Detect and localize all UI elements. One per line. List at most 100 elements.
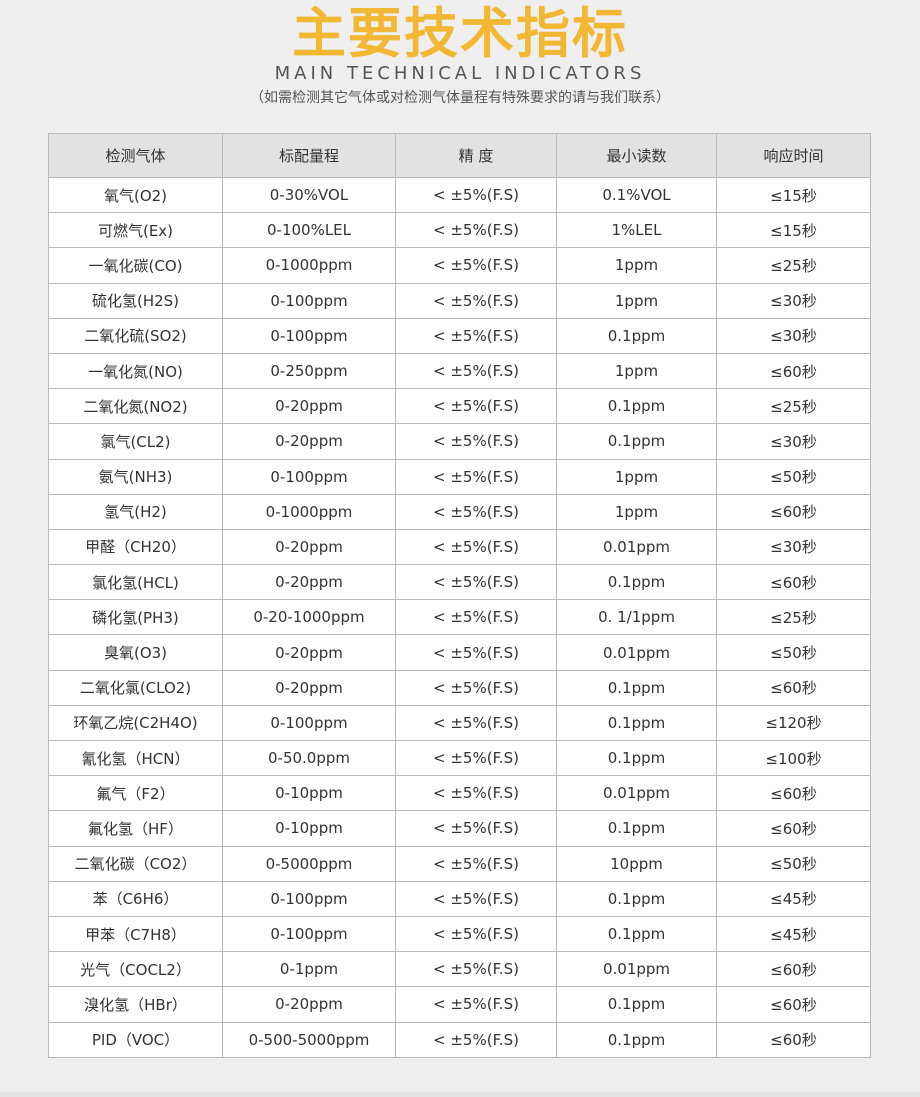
table-row: 氯化氢(HCL) 0-20ppm < ±5%(F.S) 0.1ppm ≤60秒 xyxy=(48,564,871,601)
cell-gas: 溴化氢（HBr） xyxy=(48,986,223,1023)
cell-gas: 氰化氢（HCN） xyxy=(48,739,223,777)
cell-min-reading: 1ppm xyxy=(556,493,717,530)
cell-response-time: ≤15秒 xyxy=(716,212,871,249)
cell-gas: 二氧化氮(NO2) xyxy=(48,388,223,425)
cell-range: 0-100%LEL xyxy=(222,212,396,249)
cell-accuracy: < ±5%(F.S) xyxy=(395,986,557,1023)
cell-accuracy: < ±5%(F.S) xyxy=(395,845,557,882)
cell-min-reading: 0.1ppm xyxy=(556,986,717,1023)
table-row: 溴化氢（HBr） 0-20ppm < ±5%(F.S) 0.1ppm ≤60秒 xyxy=(48,986,871,1023)
cell-accuracy: < ±5%(F.S) xyxy=(395,880,557,917)
table-row: 甲苯（C7H8） 0-100ppm < ±5%(F.S) 0.1ppm ≤45秒 xyxy=(48,915,871,953)
table-row: 氨气(NH3) 0-100ppm < ±5%(F.S) 1ppm ≤50秒 xyxy=(48,458,871,495)
table-row: 硫化氢(H2S) 0-100ppm < ±5%(F.S) 1ppm ≤30秒 xyxy=(48,282,871,319)
cell-range: 0-20ppm xyxy=(222,634,396,671)
table-row: 氯气(CL2) 0-20ppm < ±5%(F.S) 0.1ppm ≤30秒 xyxy=(48,423,871,460)
cell-response-time: ≤30秒 xyxy=(716,528,871,566)
cell-gas: 一氧化碳(CO) xyxy=(48,247,223,284)
cell-response-time: ≤50秒 xyxy=(716,845,871,882)
cell-gas: 氯化氢(HCL) xyxy=(48,564,223,601)
cell-gas: 氨气(NH3) xyxy=(48,458,223,495)
cell-response-time: ≤45秒 xyxy=(716,915,871,953)
cell-accuracy: < ±5%(F.S) xyxy=(395,915,557,953)
cell-accuracy: < ±5%(F.S) xyxy=(395,704,557,742)
cell-gas: PID（VOC） xyxy=(48,1021,223,1058)
cell-response-time: ≤120秒 xyxy=(716,704,871,742)
bottom-divider xyxy=(0,1092,920,1097)
contact-note: （如需检测其它气体或对检测气体量程有特殊要求的请与我们联系） xyxy=(250,90,670,106)
cell-min-reading: 0.01ppm xyxy=(556,634,717,671)
cell-gas: 环氧乙烷(C2H4O) xyxy=(48,704,223,742)
cell-response-time: ≤60秒 xyxy=(716,493,871,530)
cell-min-reading: 1ppm xyxy=(556,247,717,284)
cell-gas: 氯气(CL2) xyxy=(48,423,223,460)
cell-accuracy: < ±5%(F.S) xyxy=(395,739,557,777)
cell-accuracy: < ±5%(F.S) xyxy=(395,352,557,390)
cell-response-time: ≤60秒 xyxy=(716,1021,871,1058)
cell-gas: 二氧化碳（CO2） xyxy=(48,845,223,882)
column-header-range: 标配量程 xyxy=(222,133,396,178)
cell-gas: 苯（C6H6） xyxy=(48,880,223,917)
cell-response-time: ≤30秒 xyxy=(716,423,871,460)
cell-min-reading: 0.1ppm xyxy=(556,739,717,777)
table-row: 一氧化氮(NO) 0-250ppm < ±5%(F.S) 1ppm ≤60秒 xyxy=(48,352,871,390)
cell-response-time: ≤60秒 xyxy=(716,564,871,601)
cell-range: 0-10ppm xyxy=(222,775,396,812)
cell-range: 0-20-1000ppm xyxy=(222,599,396,636)
table-row: 可燃气(Ex) 0-100%LEL < ±5%(F.S) 1%LEL ≤15秒 xyxy=(48,212,871,249)
cell-response-time: ≤15秒 xyxy=(716,176,871,214)
table-row: 苯（C6H6） 0-100ppm < ±5%(F.S) 0.1ppm ≤45秒 xyxy=(48,880,871,917)
column-header-accuracy: 精 度 xyxy=(395,133,557,178)
cell-accuracy: < ±5%(F.S) xyxy=(395,282,557,319)
table-row: 氰化氢（HCN） 0-50.0ppm < ±5%(F.S) 0.1ppm ≤100秒 xyxy=(48,739,871,777)
cell-range: 0-100ppm xyxy=(222,915,396,953)
cell-gas: 氢气(H2) xyxy=(48,493,223,530)
cell-min-reading: 0.1ppm xyxy=(556,317,717,354)
cell-min-reading: 0.1ppm xyxy=(556,880,717,917)
cell-accuracy: < ±5%(F.S) xyxy=(395,317,557,354)
cell-response-time: ≤50秒 xyxy=(716,458,871,495)
cell-response-time: ≤60秒 xyxy=(716,951,871,988)
cell-min-reading: 0.1ppm xyxy=(556,423,717,460)
cell-range: 0-20ppm xyxy=(222,388,396,425)
cell-min-reading: 0.1ppm xyxy=(556,564,717,601)
cell-range: 0-10ppm xyxy=(222,810,396,847)
cell-min-reading: 0.01ppm xyxy=(556,775,717,812)
cell-range: 0-1000ppm xyxy=(222,493,396,530)
cell-min-reading: 0.1%VOL xyxy=(556,176,717,214)
cell-accuracy: < ±5%(F.S) xyxy=(395,810,557,847)
cell-gas: 甲醛（CH20） xyxy=(48,528,223,566)
table-row: 氢气(H2) 0-1000ppm < ±5%(F.S) 1ppm ≤60秒 xyxy=(48,493,871,530)
cell-response-time: ≤60秒 xyxy=(716,775,871,812)
cell-response-time: ≤30秒 xyxy=(716,317,871,354)
cell-accuracy: < ±5%(F.S) xyxy=(395,1021,557,1058)
table-row: 环氧乙烷(C2H4O) 0-100ppm < ±5%(F.S) 0.1ppm ≤120秒 xyxy=(48,704,871,742)
cell-response-time: ≤60秒 xyxy=(716,669,871,706)
column-header-response-time: 响应时间 xyxy=(716,133,871,178)
cell-gas: 氟化氢（HF） xyxy=(48,810,223,847)
cell-min-reading: 1%LEL xyxy=(556,212,717,249)
column-header-min-reading: 最小读数 xyxy=(556,133,717,178)
cell-accuracy: < ±5%(F.S) xyxy=(395,564,557,601)
cell-response-time: ≤60秒 xyxy=(716,986,871,1023)
cell-gas: 光气（COCL2） xyxy=(48,951,223,988)
table-row: 臭氧(O3) 0-20ppm < ±5%(F.S) 0.01ppm ≤50秒 xyxy=(48,634,871,671)
cell-range: 0-1ppm xyxy=(222,951,396,988)
cell-gas: 氟气（F2） xyxy=(48,775,223,812)
cell-accuracy: < ±5%(F.S) xyxy=(395,775,557,812)
cell-gas: 硫化氢(H2S) xyxy=(48,282,223,319)
cell-min-reading: 0.1ppm xyxy=(556,388,717,425)
cell-min-reading: 0.1ppm xyxy=(556,1021,717,1058)
cell-min-reading: 0.1ppm xyxy=(556,669,717,706)
cell-range: 0-100ppm xyxy=(222,282,396,319)
cell-accuracy: < ±5%(F.S) xyxy=(395,493,557,530)
cell-range: 0-100ppm xyxy=(222,458,396,495)
cell-range: 0-30%VOL xyxy=(222,176,396,214)
cell-range: 0-250ppm xyxy=(222,352,396,390)
cell-response-time: ≤60秒 xyxy=(716,352,871,390)
cell-gas: 可燃气(Ex) xyxy=(48,212,223,249)
cell-range: 0-100ppm xyxy=(222,317,396,354)
cell-min-reading: 10ppm xyxy=(556,845,717,882)
cell-min-reading: 1ppm xyxy=(556,458,717,495)
cell-gas: 二氧化硫(SO2) xyxy=(48,317,223,354)
